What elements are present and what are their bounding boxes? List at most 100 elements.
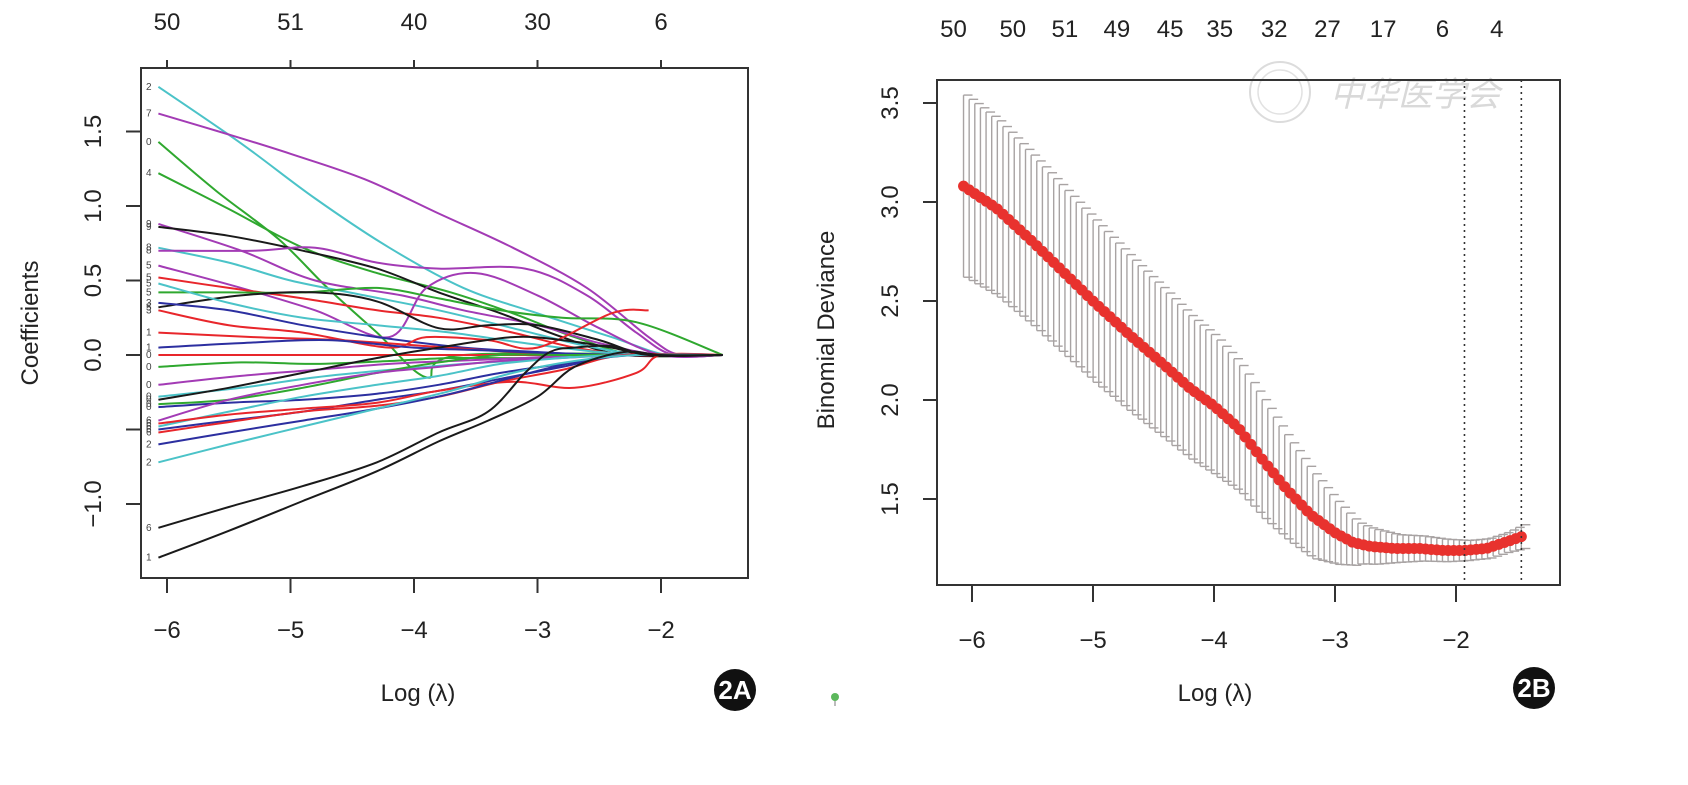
y-tick-label: 2.0 <box>877 383 904 416</box>
coefficient-path <box>158 308 649 350</box>
x-tick-label: −3 <box>524 617 551 644</box>
series-index-label: 0 <box>146 399 152 410</box>
svg-text:中华医学会: 中华医学会 <box>1330 75 1504 115</box>
top-axis-label: 32 <box>1261 16 1288 43</box>
series-index-label: 0 <box>146 137 152 148</box>
watermark: 中华医学会 <box>1249 61 1504 123</box>
y-tick-label: 1.5 <box>877 482 904 515</box>
coefficient-path <box>158 344 723 529</box>
coefficient-path <box>158 286 724 356</box>
series-index-label: 0 <box>146 392 152 403</box>
series-index-label: 5 <box>146 278 152 289</box>
x-tick-label: −3 <box>1321 627 1348 654</box>
panel-badge-2a: 2A <box>714 669 756 711</box>
x-axis-title: Log (λ) <box>1178 680 1253 707</box>
coefficient-path <box>158 352 723 425</box>
series-index-label: 0 <box>146 380 152 391</box>
y-tick-label: 1.5 <box>80 115 107 148</box>
coefficient-path <box>158 353 723 464</box>
series-index-label: 0 <box>146 350 152 361</box>
series-index-label: 6 <box>146 422 152 433</box>
coefficient-path <box>158 112 723 358</box>
x-tick-label: −5 <box>277 617 304 644</box>
series-index-label: 5 <box>146 302 152 313</box>
top-tick-label: 50 <box>154 9 181 36</box>
y-tick-label: 0.0 <box>80 338 107 371</box>
top-axis-label: 50 <box>940 16 967 43</box>
top-axis-label: 27 <box>1314 16 1341 43</box>
x-tick-label: −6 <box>958 627 985 654</box>
series-index-label: 5 <box>146 261 152 272</box>
coefficient-path <box>157 141 723 379</box>
series-index-label: 6 <box>146 416 152 427</box>
series-index-label: 5 <box>146 287 152 298</box>
series-index-label: 2 <box>146 457 152 468</box>
top-tick-label: 51 <box>277 9 304 36</box>
coefficient-path <box>158 350 723 559</box>
top-axis-label: 51 <box>1051 16 1078 43</box>
mean-deviance-points <box>958 180 1527 556</box>
series-index-label: 2 <box>146 439 152 450</box>
series-index-label: 6 <box>146 425 152 436</box>
x-tick-label: −5 <box>1079 627 1106 654</box>
y-tick-label: 2.5 <box>877 284 904 317</box>
x-tick-label: −2 <box>1442 627 1469 654</box>
top-axis-label: 49 <box>1104 16 1131 43</box>
series-index-label: 0 <box>146 395 152 406</box>
y-tick-label: 0.5 <box>80 264 107 297</box>
series-index-label: 1 <box>146 328 152 339</box>
plot-frame <box>936 79 1561 586</box>
coefficient-path <box>158 264 723 358</box>
series-index-label: 7 <box>146 109 152 120</box>
series-index-label: 8 <box>146 246 152 257</box>
y-axis-ticks: −1.0 0.0 0.5 1.0 1.5 <box>80 115 141 528</box>
y-axis-title: Binomial Deviance <box>813 231 840 430</box>
series-index-label: 4 <box>146 168 152 179</box>
top-axis-label: 45 <box>1157 16 1184 43</box>
top-tick-label: 30 <box>524 9 551 36</box>
lambda-reference-lines <box>1463 80 1523 585</box>
series-index-label: 9 <box>146 219 152 230</box>
x-tick-label: −4 <box>400 617 427 644</box>
series-index-label: 8 <box>146 243 152 254</box>
top-axis-ticks: 50 51 40 30 6 <box>154 9 668 68</box>
series-index-label: 0 <box>146 362 152 373</box>
top-axis-label: 17 <box>1370 16 1397 43</box>
stray-marker-dot <box>831 693 839 706</box>
series-index-label: 6 <box>146 419 152 430</box>
svg-text:2B: 2B <box>1517 673 1550 703</box>
x-tick-label: −2 <box>647 617 674 644</box>
series-index-label: 6 <box>146 427 152 438</box>
series-index-label: 2 <box>146 82 152 93</box>
coefficient-path <box>158 246 723 358</box>
y-tick-label: 3.5 <box>877 86 904 119</box>
y-axis-title: Coefficients <box>17 261 44 386</box>
panel-badge-2b: 2B <box>1513 667 1555 709</box>
series-index-label: 3 <box>146 298 152 309</box>
x-tick-label: −4 <box>1200 627 1227 654</box>
coefficient-path-lines <box>157 85 724 559</box>
series-index-label: 6 <box>146 523 152 534</box>
error-bars <box>962 94 1531 566</box>
coefficient-path <box>158 246 723 357</box>
coefficient-path <box>157 85 723 358</box>
top-axis-label: 50 <box>999 16 1026 43</box>
top-axis-label: 35 <box>1206 16 1233 43</box>
series-index-label: 1 <box>146 343 152 354</box>
x-axis-ticks: −6 −5 −4 −3 −2 <box>958 585 1470 654</box>
top-axis-labels: 50 50 51 49 45 35 32 27 17 6 4 <box>940 16 1503 43</box>
y-axis-ticks: 1.5 2.0 2.5 3.0 3.5 <box>877 86 937 516</box>
top-tick-label: 6 <box>654 9 667 36</box>
top-tick-label: 40 <box>401 9 428 36</box>
y-tick-label: 1.0 <box>80 189 107 222</box>
series-index-label: 5 <box>146 273 152 284</box>
x-axis-title: Log (λ) <box>381 680 456 707</box>
y-tick-label: −1.0 <box>80 480 107 527</box>
series-index-label: 0 <box>146 402 152 413</box>
series-index-label: 3 <box>146 305 152 316</box>
svg-text:2A: 2A <box>718 675 751 705</box>
x-axis-ticks: −6 −5 −4 −3 −2 <box>153 578 675 644</box>
